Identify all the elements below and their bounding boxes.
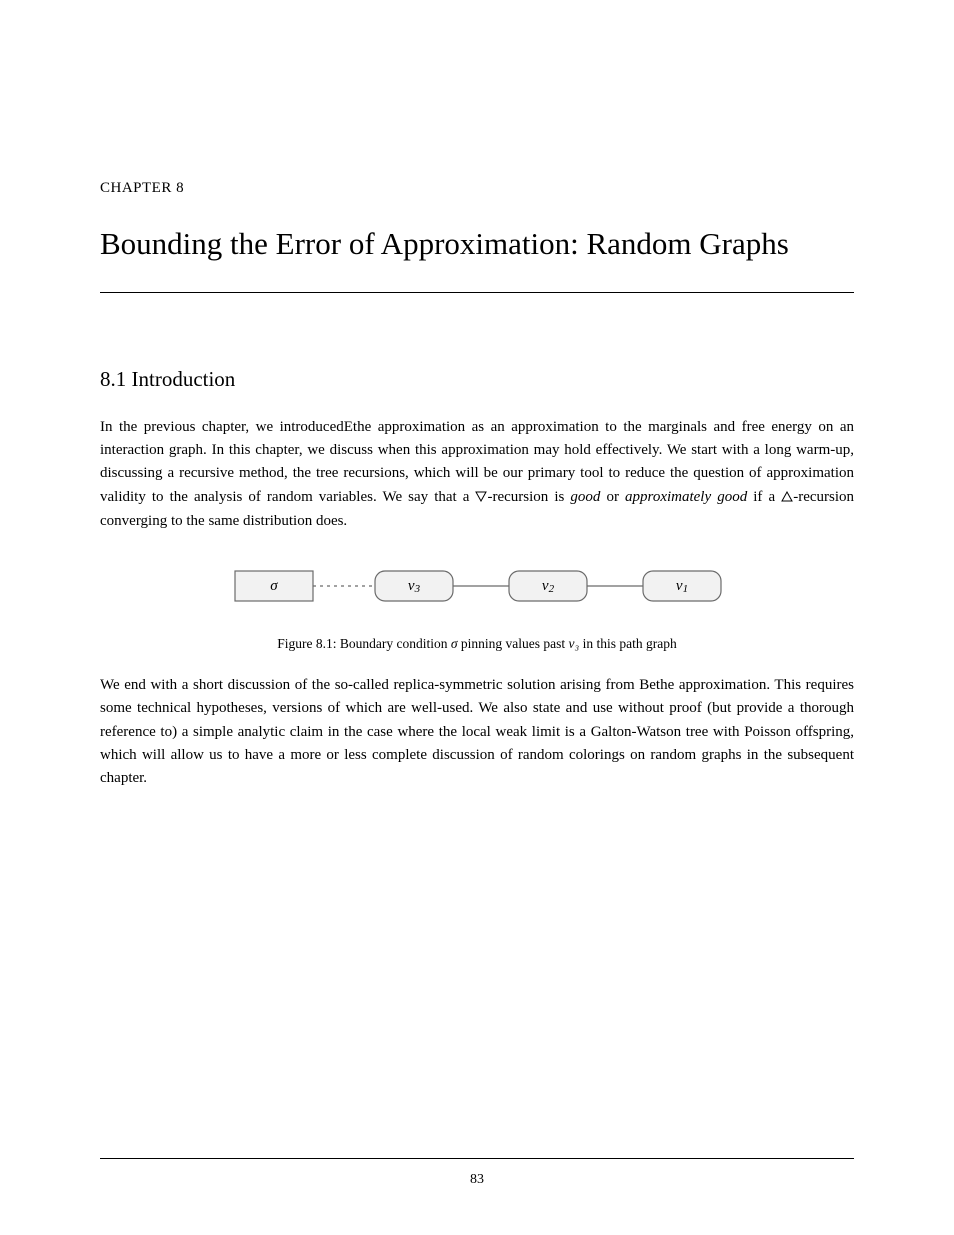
p2-text: We end with a short discussion of the so… bbox=[100, 674, 854, 790]
section-title: 8.1 Introduction bbox=[100, 367, 854, 392]
figcap-v3: v₃ bbox=[569, 636, 580, 651]
figcap-b: pinning values past bbox=[458, 636, 569, 651]
p1-text-e: approximately good bbox=[625, 489, 747, 505]
node-label-sigma: σ bbox=[270, 578, 278, 594]
chapter-title: Bounding the Error of Approximation: Ran… bbox=[100, 225, 854, 264]
footer-rule bbox=[100, 1158, 854, 1159]
figure-caption: Figure 8.1: Boundary condition σ pinning… bbox=[100, 636, 854, 652]
figcap-sigma: σ bbox=[451, 636, 458, 651]
p1-text-f: if a bbox=[747, 489, 781, 505]
chapter-label: CHAPTER 8 bbox=[100, 180, 854, 197]
figure-8-1: σv3v2v1 Figure 8.1: Boundary condition σ… bbox=[100, 557, 854, 652]
figcap-a: Figure 8.1: Boundary condition bbox=[277, 636, 451, 651]
paragraph-2: We end with a short discussion of the so… bbox=[100, 674, 854, 790]
figcap-c: in this path graph bbox=[579, 636, 677, 651]
nabla-icon bbox=[475, 487, 487, 510]
page-content: CHAPTER 8 Bounding the Error of Approxim… bbox=[100, 180, 854, 790]
title-rule bbox=[100, 292, 854, 293]
p1-text-b: -recursion is bbox=[487, 489, 570, 505]
page-number: 83 bbox=[0, 1172, 954, 1188]
delta-icon bbox=[781, 487, 793, 510]
figure-svg: σv3v2v1 bbox=[217, 557, 737, 617]
p1-text-d: or bbox=[600, 489, 625, 505]
paragraph-1: In the previous chapter, we introducedEt… bbox=[100, 416, 854, 533]
p1-text-c: good bbox=[570, 489, 600, 505]
